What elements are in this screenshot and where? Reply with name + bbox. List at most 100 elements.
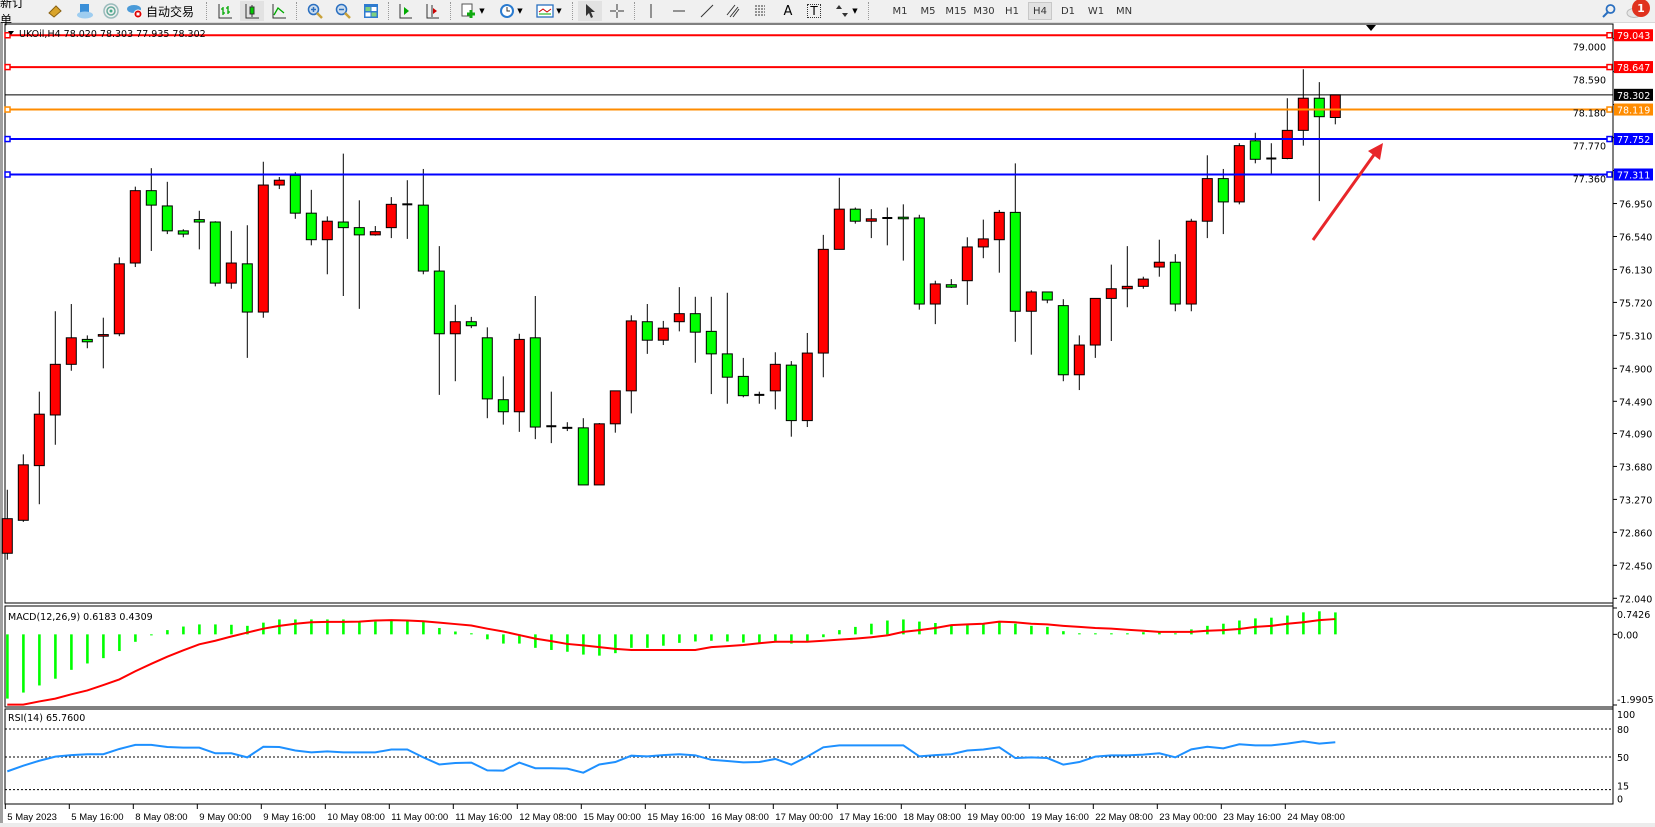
candle	[241, 225, 253, 358]
zoom-in-button[interactable]	[304, 1, 326, 21]
candle-body	[49, 363, 61, 416]
candle-body-doji	[562, 426, 573, 429]
fibonacci-button[interactable]	[750, 1, 772, 21]
vertical-line-button[interactable]	[640, 1, 662, 21]
cursor-button[interactable]	[578, 1, 602, 21]
text-button[interactable]: A	[778, 1, 798, 21]
macd-histogram-bar	[902, 619, 905, 635]
new-order-button[interactable]: 新订单	[0, 0, 34, 27]
candle	[273, 176, 285, 190]
timeframe-m15[interactable]: M15	[945, 5, 967, 17]
candle	[1201, 155, 1213, 239]
candlestick-chart-icon	[245, 4, 259, 19]
search-button[interactable]	[1598, 1, 1620, 21]
chart-shift-marker-icon[interactable]	[1366, 25, 1376, 31]
rsi-line	[6, 740, 1336, 774]
candle-body	[897, 216, 909, 220]
level-right-handle	[1606, 135, 1613, 143]
candle	[1266, 143, 1277, 174]
autotrading-icon	[127, 5, 143, 19]
timeframe-m30[interactable]: M30	[973, 5, 995, 17]
annotation-arrow[interactable]	[1311, 143, 1383, 241]
candle-body	[801, 352, 813, 422]
new-chart-button[interactable]: ▼	[456, 1, 490, 21]
time-axis: 5 May 2023 5 May 16:00 8 May 08:00 9 May 00…	[4, 804, 1345, 823]
macd-histogram-bar	[1014, 623, 1017, 635]
candle-body	[1169, 261, 1181, 305]
candle-body	[497, 399, 509, 413]
zoom-in-icon	[307, 3, 323, 19]
auto-scroll-button[interactable]	[394, 1, 416, 21]
candle	[17, 454, 29, 522]
candle	[65, 304, 77, 371]
crosshair-button[interactable]	[606, 1, 628, 21]
candle	[1009, 163, 1021, 342]
candle-body	[1297, 97, 1309, 131]
macd-histogram-bar	[1222, 623, 1225, 635]
macd-histogram-bar	[790, 634, 793, 644]
equidistant-channel-button[interactable]	[722, 1, 744, 21]
candle-body	[209, 221, 221, 284]
timeframe-h1[interactable]: H1	[1005, 5, 1019, 17]
macd-histogram-bar	[294, 619, 297, 635]
horizontal-line-button[interactable]	[668, 1, 690, 21]
candle-body	[657, 327, 669, 341]
candle	[1105, 264, 1117, 342]
candle	[673, 287, 685, 332]
level-line	[4, 31, 1613, 39]
templates-button[interactable]: ▼	[532, 1, 566, 21]
level-price-label: 78.647	[1617, 63, 1650, 74]
timeframe-mn[interactable]: MN	[1115, 5, 1133, 17]
search-icon	[1602, 4, 1616, 18]
timeframe-m1[interactable]: M1	[892, 5, 908, 17]
notification-badge[interactable]: 1	[1632, 0, 1650, 17]
zoom-out-button[interactable]	[332, 1, 354, 21]
candle-body	[257, 184, 269, 313]
text-label-button[interactable]: T	[804, 1, 824, 21]
candle	[1041, 291, 1053, 304]
candle	[577, 418, 589, 486]
chart-shift-button[interactable]	[421, 1, 443, 21]
trendline-button[interactable]	[696, 1, 718, 21]
candle-body-doji	[1266, 157, 1277, 160]
candlestick-chart-button[interactable]	[240, 1, 264, 21]
time-label: 19 May 16:00	[1031, 812, 1089, 823]
signals-button[interactable]	[100, 1, 122, 21]
chart-menu-triangle-icon[interactable]	[8, 31, 14, 35]
terminal-button[interactable]	[74, 1, 96, 21]
timeframe-m5[interactable]: M5	[920, 5, 936, 17]
macd-indicator	[6, 611, 1337, 706]
macd-histogram-bar	[422, 621, 425, 635]
candle	[177, 229, 189, 238]
candle-body	[1313, 97, 1325, 118]
crosshair-icon	[610, 4, 624, 18]
timeframe-d1[interactable]: D1	[1060, 5, 1076, 17]
market-watch-button[interactable]	[44, 1, 66, 21]
level-line	[4, 171, 1613, 178]
candle	[337, 153, 349, 296]
macd-histogram-bar	[1062, 631, 1065, 635]
timeframe-h4[interactable]: H4	[1028, 2, 1052, 20]
periods-button[interactable]: ▼	[494, 1, 528, 21]
price-tick-label: 78.180	[1573, 109, 1606, 120]
arrows-button[interactable]: ▼	[830, 1, 862, 21]
vertical-line-icon	[650, 4, 652, 18]
terminal-icon	[77, 4, 93, 19]
candle-body	[865, 218, 877, 222]
candle-body	[529, 337, 541, 428]
level-price-label: 77.752	[1617, 135, 1650, 146]
candle	[977, 219, 989, 259]
timeframe-w1[interactable]: W1	[1087, 5, 1105, 17]
horizontal-line-icon	[673, 10, 685, 12]
bar-chart-button[interactable]	[214, 1, 236, 21]
candle	[833, 177, 845, 250]
level-right-handle	[1606, 171, 1613, 178]
candle-body	[1249, 140, 1261, 160]
candle	[1185, 218, 1197, 312]
candle-body	[225, 262, 237, 284]
line-chart-button[interactable]	[268, 1, 290, 21]
macd-histogram-bar	[1110, 633, 1113, 635]
auto-trading-button[interactable]: 自动交易	[126, 1, 198, 21]
tile-windows-button[interactable]	[360, 1, 382, 21]
